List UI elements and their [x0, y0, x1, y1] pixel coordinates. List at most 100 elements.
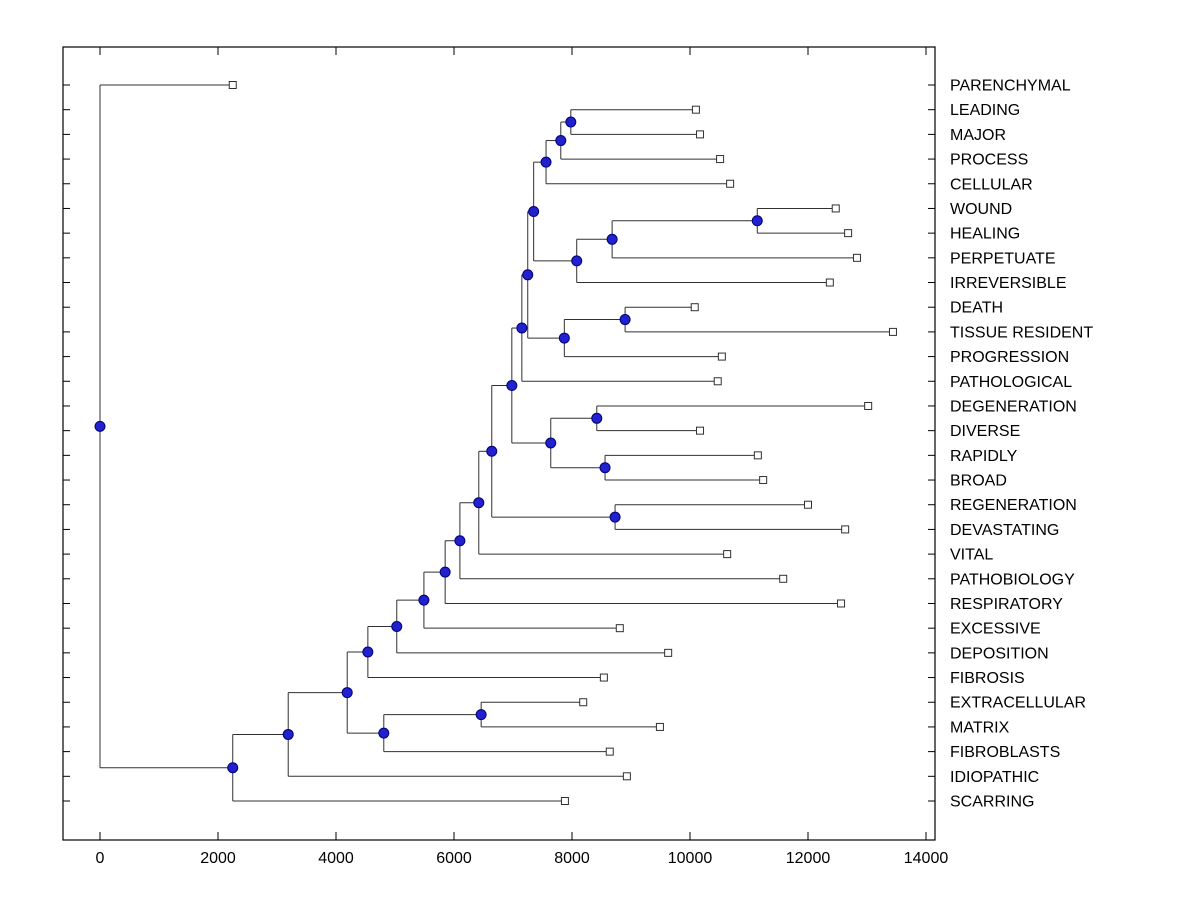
x-tick-label: 0 — [96, 850, 105, 867]
branch-node-marker — [599, 462, 611, 474]
branch-node-marker — [282, 728, 294, 740]
x-tick-label: 10000 — [668, 850, 713, 867]
branch-node-marker — [418, 594, 430, 606]
leaf-label: DEVASTATING — [950, 522, 1059, 539]
leaf-label: IDIOPATHIC — [950, 769, 1039, 786]
leaf-marker — [228, 81, 237, 89]
leaf-marker — [579, 698, 588, 707]
leaf-marker — [664, 648, 673, 657]
leaf-label: PATHOLOGICAL — [950, 374, 1072, 391]
x-tick-label: 4000 — [318, 850, 354, 867]
leaf-label: WOUND — [950, 201, 1012, 218]
leaf-label: IRREVERSIBLE — [950, 275, 1066, 292]
leaf-marker — [753, 451, 762, 460]
branch-node-marker — [439, 566, 451, 578]
x-tick-label: 6000 — [436, 850, 472, 867]
branch-node-marker — [506, 380, 518, 392]
branch-node-marker — [555, 135, 567, 147]
plot-box — [62, 46, 936, 841]
leaf-label: EXTRACELLULAR — [950, 695, 1086, 712]
leaf-label: TISSUE RESIDENT — [950, 324, 1093, 341]
branch-node-marker — [606, 233, 618, 245]
branch-node-marker — [528, 206, 540, 218]
branch-node-marker — [378, 727, 390, 739]
branch-node-marker — [486, 445, 498, 457]
leaf-label: EXCESSIVE — [950, 621, 1041, 638]
leaf-marker — [831, 204, 840, 213]
leaf-marker — [844, 229, 853, 238]
branch-node-marker — [609, 511, 621, 523]
branch-node-marker — [558, 332, 570, 344]
leaf-marker — [713, 377, 722, 386]
leaf-marker — [622, 772, 631, 781]
leaf-marker — [759, 476, 768, 485]
leaf-marker — [723, 550, 732, 559]
leaf-label: REGENERATION — [950, 497, 1077, 514]
leaf-marker — [888, 327, 897, 336]
branch-node-marker — [571, 255, 583, 267]
x-tick-label: 2000 — [200, 850, 236, 867]
leaf-marker — [696, 130, 705, 139]
branch-node-marker — [516, 322, 528, 334]
leaf-marker — [691, 105, 700, 114]
leaf-label: DIVERSE — [950, 423, 1020, 440]
branch-node-marker — [540, 156, 552, 168]
branch-node-marker — [473, 497, 485, 509]
leaf-label: DEATH — [950, 300, 1003, 317]
branch-node-marker — [565, 116, 577, 128]
leaf-label: BROAD — [950, 473, 1007, 490]
branch-node-marker — [545, 437, 557, 449]
leaf-label: PATHOBIOLOGY — [950, 571, 1075, 588]
leaf-marker — [690, 303, 699, 312]
branch-node-marker — [454, 535, 466, 547]
leaf-label: RESPIRATORY — [950, 596, 1063, 613]
leaf-label: SCARRING — [950, 794, 1034, 811]
leaf-marker — [717, 352, 726, 361]
branch-node-marker — [391, 621, 403, 633]
leaf-marker — [560, 797, 569, 805]
x-tick-label: 8000 — [554, 850, 590, 867]
leaf-marker — [864, 401, 873, 410]
branch-node-marker — [522, 269, 534, 281]
leaf-label: FIBROBLASTS — [950, 744, 1060, 761]
leaf-label: LEADING — [950, 102, 1020, 119]
branch-node-marker — [341, 687, 353, 699]
leaf-marker — [841, 525, 850, 534]
leaf-label: PROGRESSION — [950, 349, 1069, 366]
branch-node-marker — [751, 215, 763, 227]
leaf-label: FIBROSIS — [950, 670, 1025, 687]
branch-node-marker — [227, 762, 239, 774]
leaf-marker — [837, 599, 846, 608]
x-tick-label: 14000 — [904, 850, 949, 867]
leaf-label: MATRIX — [950, 719, 1010, 736]
leaf-label: RAPIDLY — [950, 448, 1018, 465]
leaf-label: PERPETUATE — [950, 250, 1056, 267]
branch-node-marker — [94, 420, 106, 432]
branch-node-marker — [475, 709, 487, 721]
leaf-marker — [716, 155, 725, 164]
leaf-marker — [852, 253, 861, 262]
leaf-label: PROCESS — [950, 152, 1028, 169]
leaf-label: DEPOSITION — [950, 645, 1049, 662]
leaf-label: HEALING — [950, 226, 1020, 243]
leaf-label: VITAL — [950, 547, 993, 564]
branch-node-marker — [619, 314, 631, 326]
leaf-marker — [804, 500, 812, 509]
leaf-marker — [615, 624, 624, 633]
leaf-marker — [605, 747, 614, 756]
x-tick-label: 12000 — [786, 850, 831, 867]
leaf-label: MAJOR — [950, 127, 1006, 144]
branch-node-marker — [591, 412, 603, 424]
leaf-marker — [779, 574, 788, 583]
leaf-label: DEGENERATION — [950, 398, 1077, 415]
branch-node-marker — [362, 646, 374, 658]
leaf-marker — [599, 673, 608, 682]
leaf-label: CELLULAR — [950, 176, 1033, 193]
leaf-marker — [696, 426, 705, 435]
leaf-marker — [655, 722, 664, 731]
leaf-marker — [825, 278, 834, 287]
leaf-marker — [726, 179, 735, 188]
leaf-label: PARENCHYMAL — [950, 78, 1071, 95]
